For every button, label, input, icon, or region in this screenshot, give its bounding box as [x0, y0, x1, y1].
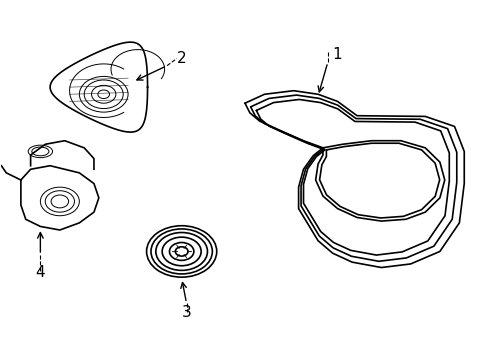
Text: 4: 4 — [36, 265, 45, 280]
Text: 1: 1 — [333, 48, 343, 63]
Text: 3: 3 — [182, 305, 192, 320]
Text: 2: 2 — [177, 51, 187, 66]
